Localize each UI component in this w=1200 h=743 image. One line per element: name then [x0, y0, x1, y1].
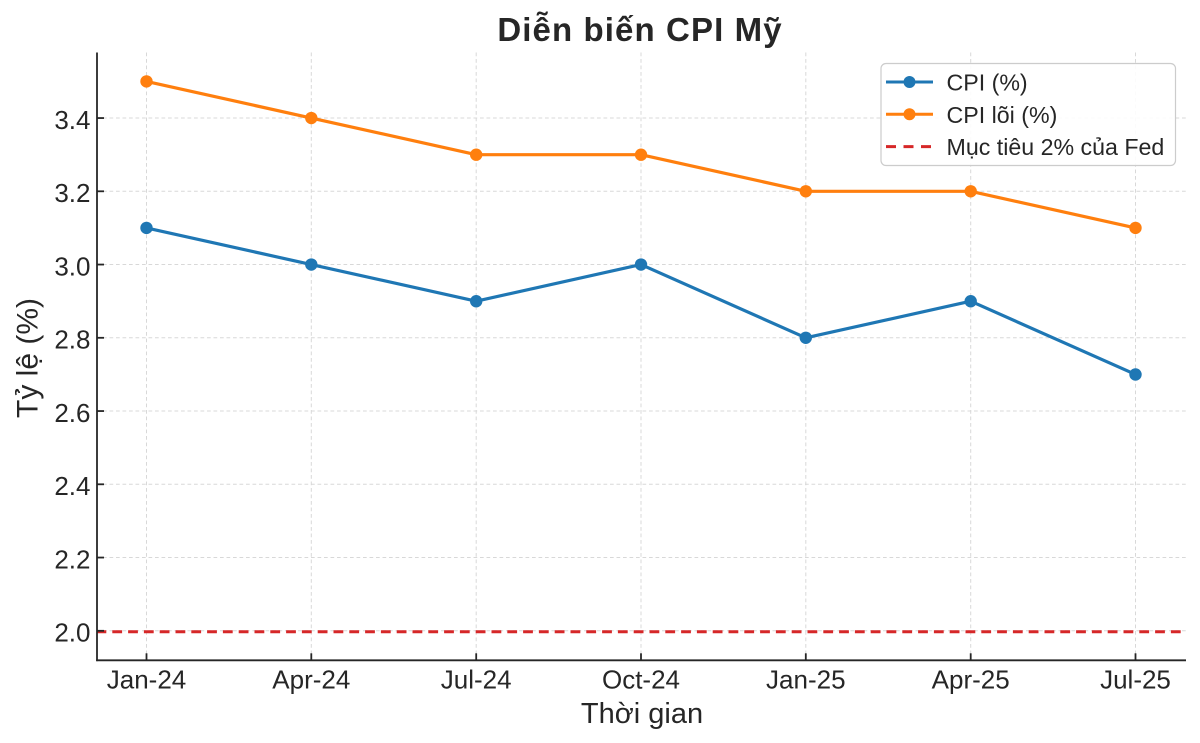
svg-text:Jan-25: Jan-25 — [766, 664, 846, 694]
svg-text:Jul-24: Jul-24 — [441, 664, 512, 694]
svg-text:Mục tiêu 2% của Fed: Mục tiêu 2% của Fed — [947, 134, 1165, 160]
svg-text:Diễn biến CPI Mỹ: Diễn biến CPI Mỹ — [497, 11, 782, 48]
svg-text:Tỷ lệ (%): Tỷ lệ (%) — [12, 298, 45, 418]
svg-text:2.8: 2.8 — [54, 325, 90, 355]
svg-text:2.6: 2.6 — [54, 398, 90, 428]
svg-text:3.4: 3.4 — [54, 105, 90, 135]
svg-text:2.4: 2.4 — [54, 471, 90, 501]
svg-text:Thời gian: Thời gian — [581, 698, 703, 730]
svg-text:Oct-24: Oct-24 — [602, 664, 680, 694]
svg-text:Apr-25: Apr-25 — [932, 664, 1010, 694]
svg-text:CPI lõi (%): CPI lõi (%) — [947, 102, 1058, 128]
svg-text:Jan-24: Jan-24 — [107, 664, 187, 694]
svg-text:Apr-24: Apr-24 — [272, 664, 350, 694]
svg-text:2.0: 2.0 — [54, 618, 90, 648]
svg-text:2.2: 2.2 — [54, 544, 90, 574]
svg-text:3.2: 3.2 — [54, 178, 90, 208]
svg-text:Jul-25: Jul-25 — [1100, 664, 1171, 694]
svg-text:3.0: 3.0 — [54, 251, 90, 281]
svg-text:CPI (%): CPI (%) — [947, 70, 1028, 96]
